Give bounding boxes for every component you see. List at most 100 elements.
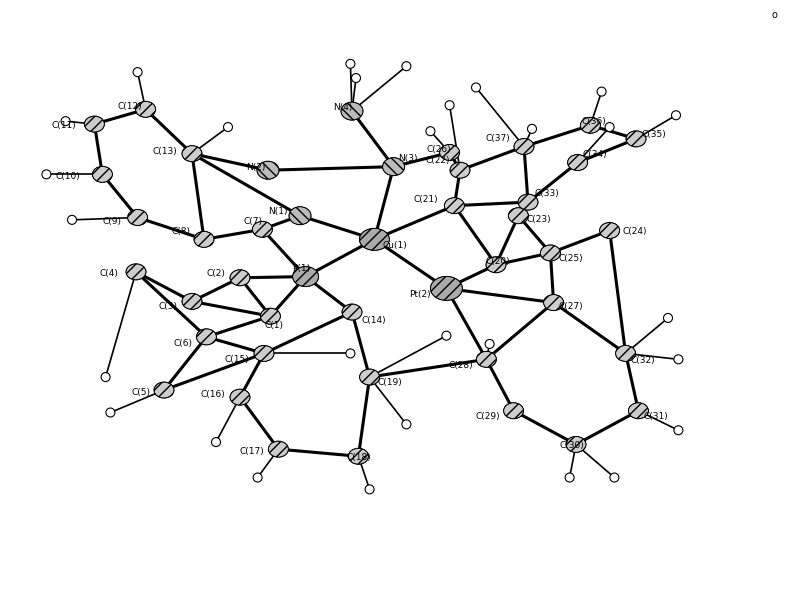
Circle shape bbox=[671, 111, 681, 120]
Ellipse shape bbox=[514, 138, 534, 155]
Ellipse shape bbox=[126, 264, 146, 280]
Ellipse shape bbox=[289, 207, 311, 225]
Text: C(6): C(6) bbox=[173, 339, 192, 349]
Text: C(3): C(3) bbox=[158, 301, 178, 311]
Ellipse shape bbox=[261, 308, 281, 324]
Text: C(20): C(20) bbox=[486, 257, 510, 266]
Text: C(29): C(29) bbox=[475, 412, 500, 421]
Circle shape bbox=[61, 116, 70, 126]
Circle shape bbox=[402, 420, 411, 429]
Ellipse shape bbox=[568, 154, 587, 171]
Text: C(32): C(32) bbox=[630, 356, 655, 365]
Circle shape bbox=[485, 339, 494, 349]
Text: C(1): C(1) bbox=[264, 321, 283, 330]
Ellipse shape bbox=[600, 222, 620, 239]
Ellipse shape bbox=[128, 209, 148, 226]
Text: C(24): C(24) bbox=[622, 227, 647, 236]
Text: N(3): N(3) bbox=[398, 154, 418, 163]
Text: C(28): C(28) bbox=[449, 361, 474, 370]
Ellipse shape bbox=[182, 145, 202, 162]
Text: C(9): C(9) bbox=[102, 217, 122, 226]
Text: C(37): C(37) bbox=[486, 134, 510, 144]
Ellipse shape bbox=[230, 269, 250, 286]
Text: C(16): C(16) bbox=[201, 390, 226, 400]
Ellipse shape bbox=[182, 293, 202, 310]
Text: N(2): N(2) bbox=[246, 163, 266, 171]
Ellipse shape bbox=[450, 162, 470, 178]
Circle shape bbox=[402, 61, 411, 71]
Text: C(5): C(5) bbox=[131, 388, 150, 397]
Ellipse shape bbox=[293, 267, 318, 287]
Circle shape bbox=[527, 124, 537, 134]
Ellipse shape bbox=[541, 245, 560, 261]
Text: C(8): C(8) bbox=[171, 227, 190, 236]
Ellipse shape bbox=[359, 228, 390, 251]
Ellipse shape bbox=[486, 256, 506, 273]
Ellipse shape bbox=[616, 345, 636, 362]
Text: C(36): C(36) bbox=[582, 117, 606, 126]
Text: C(26): C(26) bbox=[426, 145, 450, 154]
Circle shape bbox=[346, 349, 355, 358]
Circle shape bbox=[605, 122, 614, 132]
Text: C(19): C(19) bbox=[378, 378, 402, 388]
Ellipse shape bbox=[254, 345, 274, 362]
Ellipse shape bbox=[341, 102, 363, 120]
Text: C(33): C(33) bbox=[534, 189, 559, 199]
Ellipse shape bbox=[477, 351, 496, 368]
Ellipse shape bbox=[518, 194, 538, 210]
Ellipse shape bbox=[566, 436, 586, 453]
Text: Cu(1): Cu(1) bbox=[382, 241, 407, 250]
Text: C(7): C(7) bbox=[243, 217, 262, 226]
Text: C(27): C(27) bbox=[558, 301, 583, 311]
Text: C(18): C(18) bbox=[346, 453, 370, 462]
Text: C(14): C(14) bbox=[362, 316, 386, 325]
Circle shape bbox=[101, 372, 110, 382]
Ellipse shape bbox=[509, 207, 528, 224]
Ellipse shape bbox=[257, 161, 279, 179]
Text: C(11): C(11) bbox=[51, 121, 76, 130]
Text: C(25): C(25) bbox=[558, 254, 583, 264]
Ellipse shape bbox=[253, 221, 272, 238]
Circle shape bbox=[597, 87, 606, 96]
Ellipse shape bbox=[581, 117, 600, 134]
Text: C(34): C(34) bbox=[582, 150, 607, 160]
Ellipse shape bbox=[85, 116, 104, 132]
Ellipse shape bbox=[504, 402, 524, 419]
Text: C(35): C(35) bbox=[642, 130, 666, 139]
Text: N(1): N(1) bbox=[269, 207, 288, 216]
Ellipse shape bbox=[93, 166, 112, 183]
Circle shape bbox=[365, 485, 374, 494]
Ellipse shape bbox=[230, 389, 250, 405]
Text: C(31): C(31) bbox=[644, 412, 669, 421]
Text: Pt(2): Pt(2) bbox=[409, 290, 430, 299]
Text: C(10): C(10) bbox=[55, 171, 80, 181]
Circle shape bbox=[445, 100, 454, 110]
Ellipse shape bbox=[342, 304, 362, 320]
Circle shape bbox=[426, 126, 435, 136]
Ellipse shape bbox=[626, 131, 646, 147]
Ellipse shape bbox=[430, 277, 462, 300]
Circle shape bbox=[42, 170, 51, 179]
Circle shape bbox=[346, 59, 355, 69]
Text: N(4): N(4) bbox=[333, 103, 352, 112]
Text: C(22): C(22) bbox=[425, 156, 450, 165]
Circle shape bbox=[253, 473, 262, 482]
Text: C(23): C(23) bbox=[526, 215, 551, 225]
Ellipse shape bbox=[360, 369, 380, 385]
Text: C(12): C(12) bbox=[118, 102, 142, 111]
Ellipse shape bbox=[197, 329, 216, 345]
Text: C(15): C(15) bbox=[225, 355, 250, 364]
Ellipse shape bbox=[135, 101, 156, 118]
Circle shape bbox=[610, 473, 619, 482]
Text: C(21): C(21) bbox=[414, 195, 438, 204]
Ellipse shape bbox=[154, 382, 174, 398]
Ellipse shape bbox=[268, 441, 288, 457]
Ellipse shape bbox=[445, 197, 464, 214]
Ellipse shape bbox=[543, 294, 563, 311]
Text: C(30): C(30) bbox=[560, 441, 584, 450]
Circle shape bbox=[674, 355, 683, 364]
Circle shape bbox=[106, 408, 115, 417]
Circle shape bbox=[442, 331, 451, 340]
Text: C(13): C(13) bbox=[153, 147, 178, 155]
Ellipse shape bbox=[382, 158, 405, 176]
